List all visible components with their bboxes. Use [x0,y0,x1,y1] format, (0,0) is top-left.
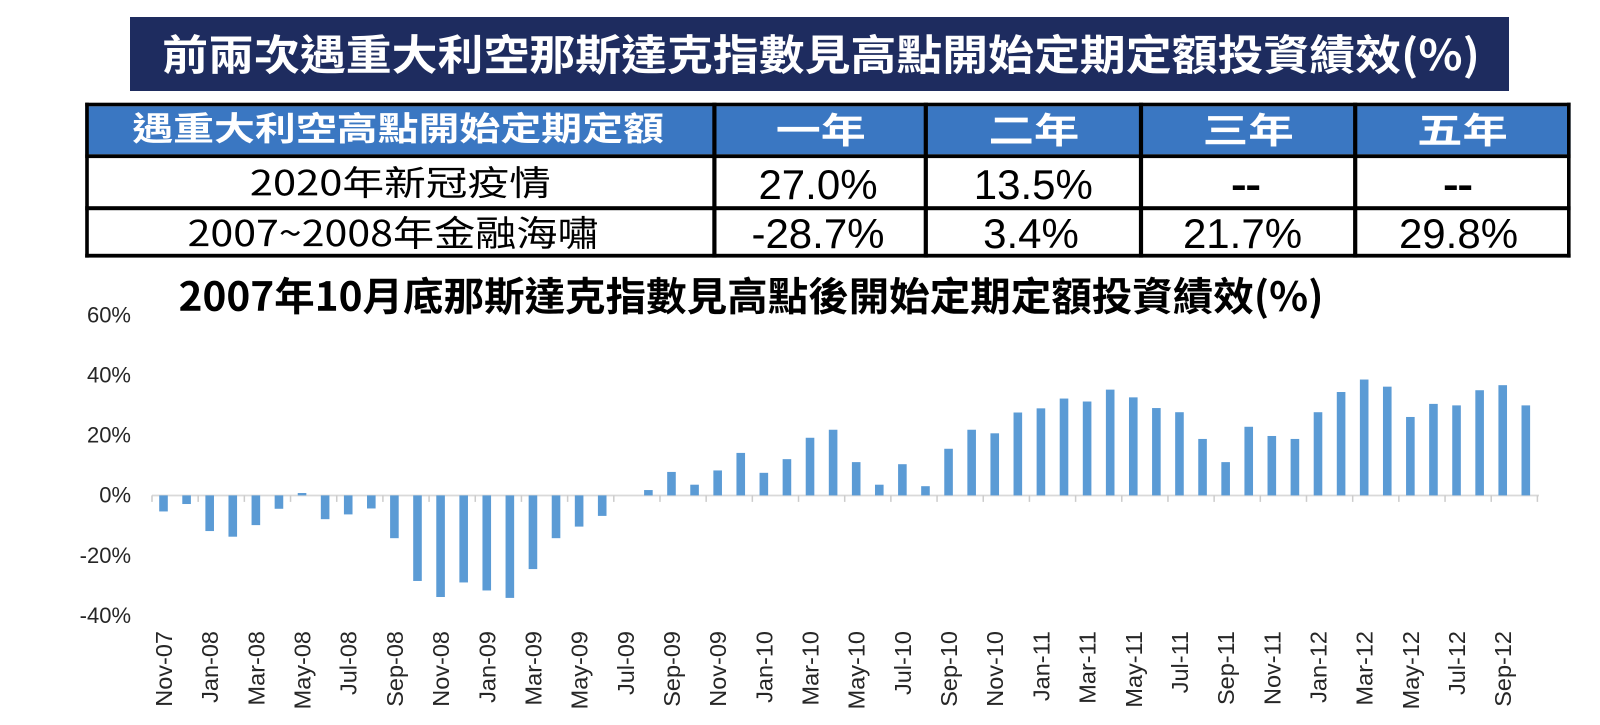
svg-text:20%: 20% [87,423,131,448]
svg-text:May-11: May-11 [1121,631,1147,708]
svg-text:Nov-08: Nov-08 [428,631,454,707]
svg-text:Jan-11: Jan-11 [1028,631,1054,701]
svg-text:Sep-09: Sep-09 [659,631,685,707]
svg-text:Sep-12: Sep-12 [1490,631,1516,707]
svg-text:Jul-12: Jul-12 [1444,631,1470,695]
svg-text:Jan-12: Jan-12 [1306,631,1332,703]
svg-text:Jan-09: Jan-09 [474,631,500,703]
svg-text:May-12: May-12 [1398,631,1424,709]
svg-text:Sep-10: Sep-10 [936,631,962,707]
svg-text:Mar-11: Mar-11 [1075,631,1101,704]
svg-text:21.7%: 21.7% [1183,210,1302,257]
svg-text:Nov-11: Nov-11 [1259,631,1285,705]
svg-text:May-08: May-08 [290,631,316,709]
svg-text:-28.7%: -28.7% [751,210,884,257]
svg-text:Jul-08: Jul-08 [336,631,362,695]
svg-text:Nov-07: Nov-07 [151,631,177,707]
svg-text:3.4%: 3.4% [983,210,1079,257]
svg-text:Jul-09: Jul-09 [613,631,639,695]
svg-text:0%: 0% [99,483,131,508]
svg-text:Jan-08: Jan-08 [197,631,223,703]
svg-text:Nov-09: Nov-09 [705,631,731,707]
svg-text:Jul-10: Jul-10 [890,631,916,695]
svg-text:Jul-11: Jul-11 [1167,631,1193,693]
svg-text:40%: 40% [87,363,131,388]
svg-text:13.5%: 13.5% [974,161,1093,208]
svg-text:May-09: May-09 [567,631,593,709]
svg-text:May-10: May-10 [844,631,870,709]
svg-text:-40%: -40% [80,603,131,628]
svg-text:-20%: -20% [80,543,131,568]
svg-text:29.8%: 29.8% [1399,210,1518,257]
svg-text:Nov-10: Nov-10 [982,631,1008,707]
svg-text:Sep-08: Sep-08 [382,631,408,707]
svg-text:60%: 60% [87,302,131,327]
svg-text:Jan-10: Jan-10 [751,631,777,703]
svg-text:Mar-08: Mar-08 [243,631,269,705]
svg-text:Mar-12: Mar-12 [1352,631,1378,705]
svg-text:Mar-10: Mar-10 [798,631,824,705]
svg-text:27.0%: 27.0% [758,161,877,208]
svg-text:Mar-09: Mar-09 [520,631,546,705]
svg-text:Sep-11: Sep-11 [1213,631,1239,705]
